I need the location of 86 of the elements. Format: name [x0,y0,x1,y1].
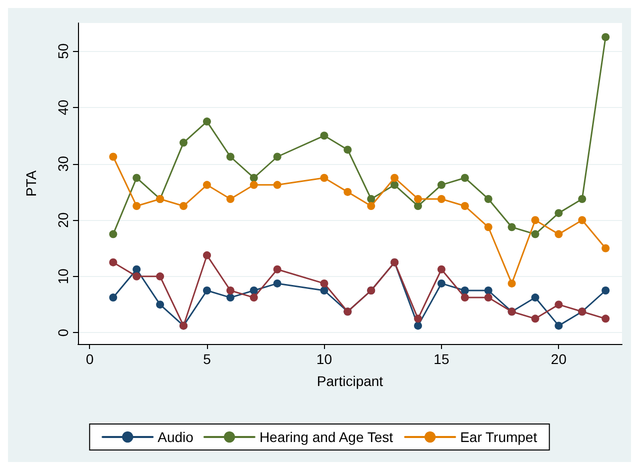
point [156,300,164,309]
y-tick-label: 0 [55,328,71,337]
x-tick-label: 0 [86,351,94,367]
point [250,286,258,294]
y-tick-label: 30 [55,156,71,172]
point [250,174,258,182]
point [484,286,492,294]
point [180,138,188,147]
point [531,216,540,224]
point [484,294,492,302]
y-axis-title: PTA [23,170,39,197]
point [390,180,399,189]
point [109,294,118,302]
point [320,132,328,140]
y-tick-label: 10 [55,268,71,284]
point [109,258,118,266]
point [554,300,563,309]
point [109,230,118,238]
point [414,322,422,330]
point [226,294,234,302]
point [132,265,141,274]
point [273,265,282,274]
point [531,314,540,323]
point [202,118,211,126]
point [531,230,540,238]
legend-label: Ear Trumpet [460,429,538,445]
point [508,279,516,288]
point [414,202,422,210]
point [414,194,422,203]
point [202,180,211,189]
point [273,180,282,189]
point [578,194,586,203]
point [460,286,469,294]
point [554,230,563,238]
point [180,202,188,210]
x-tick-label: 20 [550,351,567,367]
x-tick-label: 10 [316,351,332,367]
point [554,209,563,218]
point [602,33,610,42]
point [132,272,141,280]
point [109,152,118,161]
point [156,272,164,280]
point [320,279,328,288]
y-tick-label: 40 [55,99,71,116]
point [132,174,141,182]
point [344,146,352,154]
point [344,188,352,196]
point [460,294,469,302]
point [226,152,234,161]
point [273,152,282,161]
point [367,194,376,203]
x-tick-label: 5 [203,351,212,367]
x-tick-label: 15 [434,351,450,367]
point [320,286,328,294]
point [390,174,399,182]
legend-label: Audio [158,429,194,445]
point [578,216,586,224]
point [273,279,282,288]
point [531,294,540,302]
point [132,202,141,210]
point [250,294,258,302]
point [250,180,258,189]
point [414,314,422,323]
x-axis-title: Participant [316,373,384,389]
point [226,194,234,203]
point [602,314,610,323]
point [437,180,446,189]
point [460,202,469,210]
point [367,202,376,210]
point [602,244,610,252]
point [437,194,446,203]
point [202,286,211,294]
point [602,286,610,294]
point [320,174,328,182]
point [437,265,446,274]
point [484,194,492,203]
point [508,223,516,232]
point [460,174,469,182]
y-tick-label: 20 [55,212,71,228]
point [226,286,234,294]
point [554,322,563,330]
point [437,279,446,288]
point [202,251,211,260]
y-tick-label: 50 [55,43,71,59]
legend-label: Hearing and Age Test [259,429,394,445]
point [484,223,492,232]
